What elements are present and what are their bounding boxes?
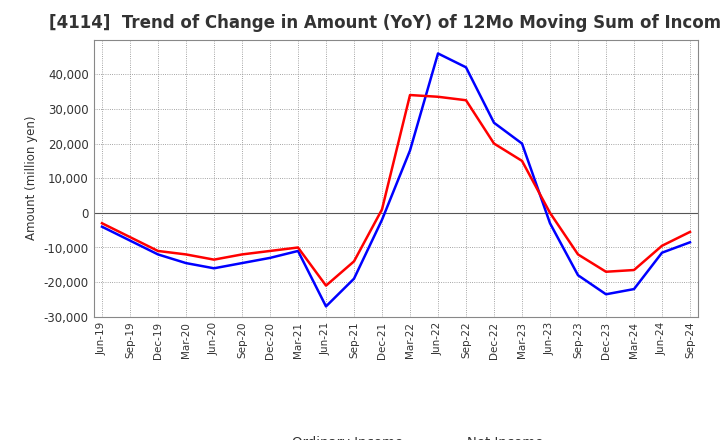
Line: Net Income: Net Income [102,95,690,286]
Ordinary Income [210,266,218,271]
Net Income [630,268,639,273]
Ordinary Income [685,240,694,245]
Ordinary Income [657,250,666,255]
Ordinary Income [153,252,162,257]
Net Income [518,158,526,164]
Net Income [685,229,694,235]
Y-axis label: Amount (million yen): Amount (million yen) [25,116,38,240]
Ordinary Income [630,286,639,292]
Ordinary Income [294,248,302,253]
Ordinary Income [181,260,190,266]
Ordinary Income [433,51,442,56]
Ordinary Income [238,260,246,266]
Net Income [266,248,274,253]
Ordinary Income [602,292,611,297]
Ordinary Income [462,65,470,70]
Net Income [574,252,582,257]
Ordinary Income [350,276,359,281]
Ordinary Income [405,148,414,153]
Ordinary Income [126,238,135,243]
Ordinary Income [98,224,107,229]
Net Income [210,257,218,262]
Line: Ordinary Income: Ordinary Income [102,53,690,306]
Net Income [490,141,498,146]
Net Income [181,252,190,257]
Net Income [238,252,246,257]
Ordinary Income [266,255,274,260]
Net Income [433,94,442,99]
Net Income [657,243,666,249]
Net Income [602,269,611,275]
Net Income [378,207,387,212]
Ordinary Income [322,304,330,309]
Ordinary Income [490,120,498,125]
Net Income [462,98,470,103]
Legend: Ordinary Income, Net Income: Ordinary Income, Net Income [243,431,549,440]
Net Income [405,92,414,98]
Net Income [126,235,135,240]
Net Income [350,259,359,264]
Net Income [294,245,302,250]
Ordinary Income [546,220,554,226]
Ordinary Income [518,141,526,146]
Net Income [98,220,107,226]
Net Income [153,248,162,253]
Ordinary Income [378,217,387,222]
Net Income [322,283,330,288]
Net Income [546,210,554,216]
Ordinary Income [574,272,582,278]
Title: [4114]  Trend of Change in Amount (YoY) of 12Mo Moving Sum of Incomes: [4114] Trend of Change in Amount (YoY) o… [49,15,720,33]
